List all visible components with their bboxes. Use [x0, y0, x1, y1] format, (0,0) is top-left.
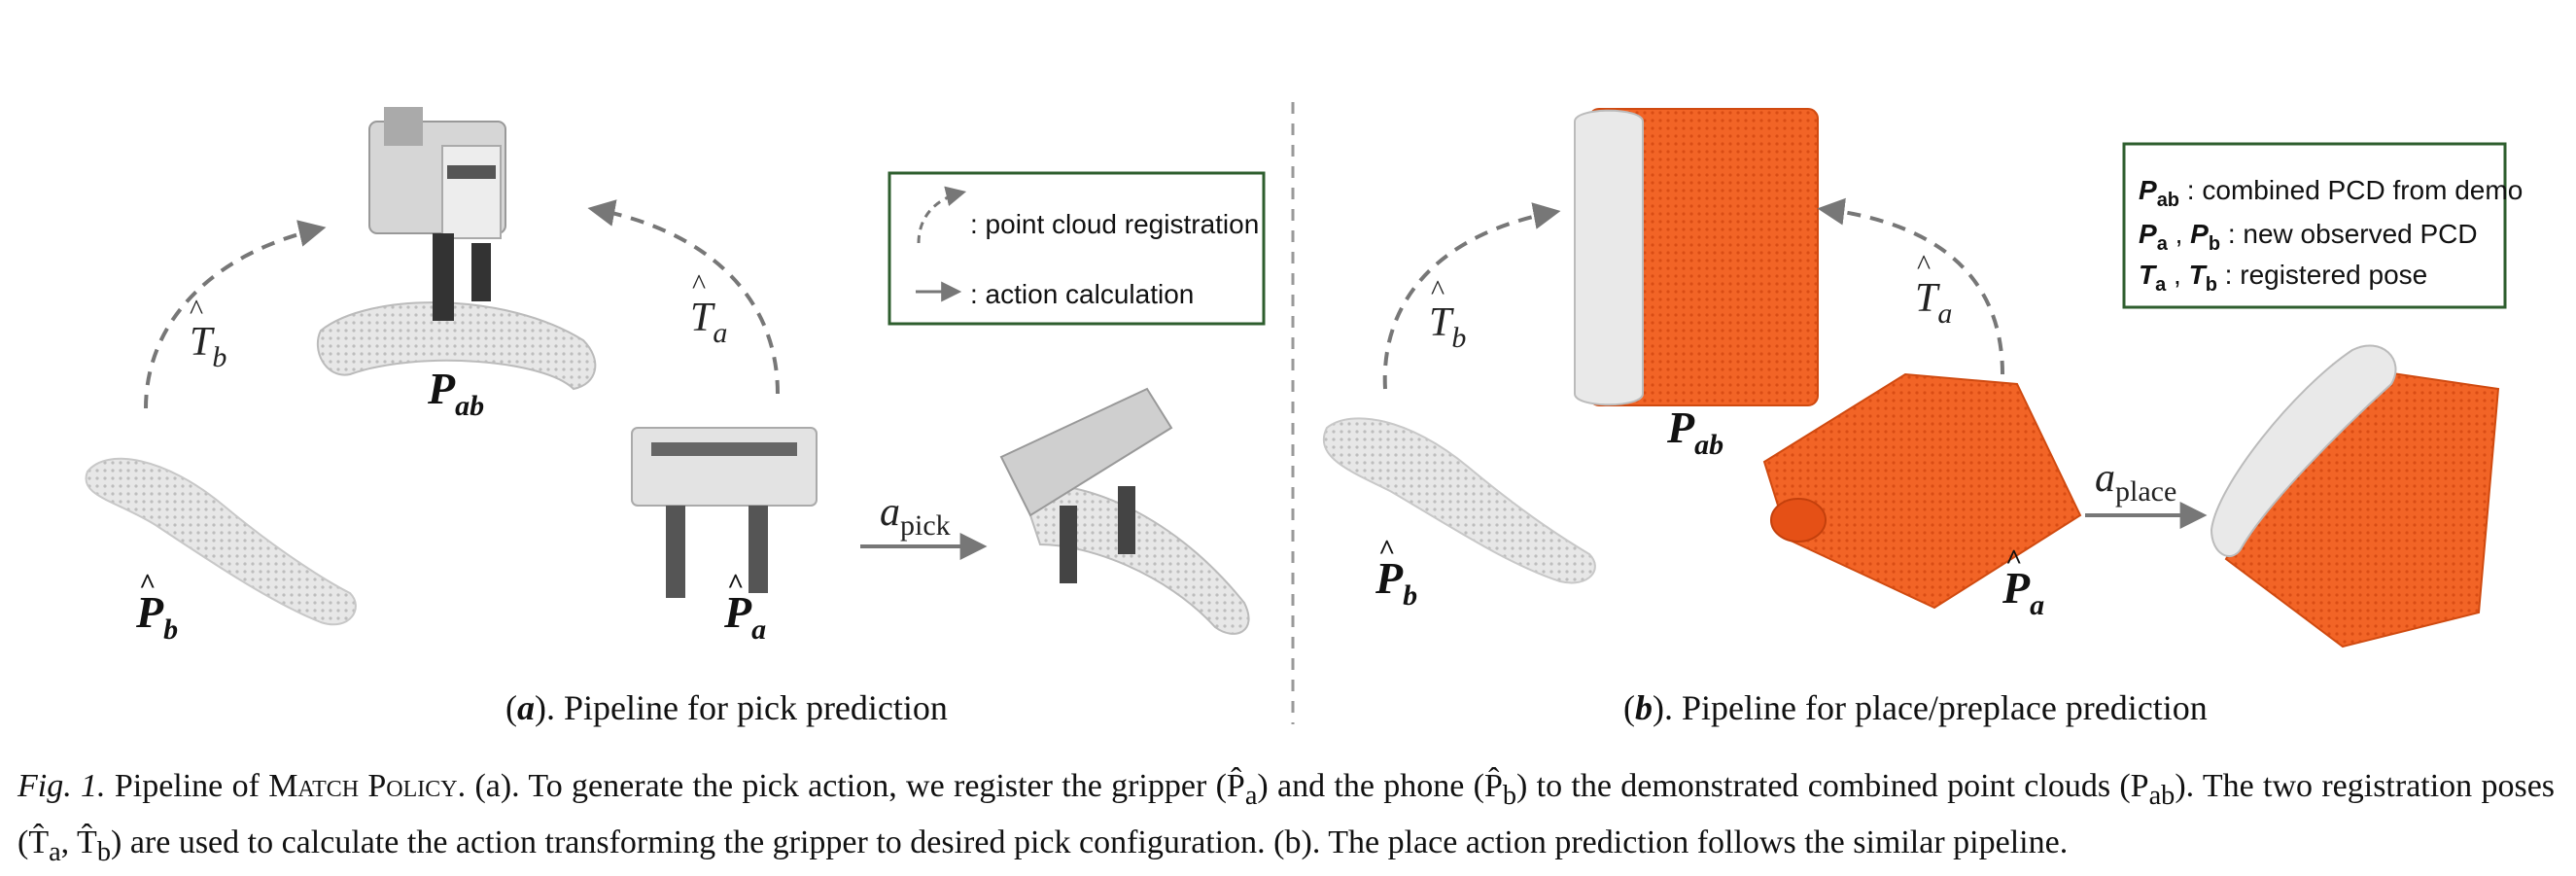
- legend-panel-b: Pab : combined PCD from demo Pa , Pb : n…: [2122, 142, 2523, 309]
- place-action-label: a: [2095, 456, 2115, 501]
- svg-text:^: ^: [139, 568, 156, 600]
- svg-text:Pab: Pab: [1666, 403, 1723, 461]
- registration-arrow-a-panel-b: [1817, 197, 2004, 375]
- svg-text:^: ^: [1431, 274, 1445, 306]
- pb-label: P: [135, 587, 164, 637]
- svg-text:^: ^: [692, 268, 706, 300]
- panel-a-title: (a). Pipeline for pick prediction: [505, 688, 948, 727]
- legend-registration-text: : point cloud registration: [970, 209, 1259, 239]
- svg-text:Pa: Pa: [723, 587, 766, 646]
- pab-label-b: P: [1666, 403, 1695, 452]
- phone-pab-object: [1574, 108, 1819, 406]
- svg-text:Ta: Ta: [1915, 276, 1952, 330]
- pick-action-label: a: [880, 490, 900, 535]
- legend-line-2: Pa , Pb : new observed PCD: [2139, 219, 2478, 255]
- place-result-object: [2210, 344, 2500, 648]
- svg-text:Ta: Ta: [690, 296, 727, 349]
- figure-caption: Fig. 1. Pipeline of Match Policy. (a). T…: [17, 768, 2556, 867]
- registration-arrow-b-panel-b: [1382, 202, 1561, 390]
- figure-canvas: Tb ^ Ta ^ Pab Pa ^ Pb ^ apick : point cl…: [85, 102, 2523, 727]
- tb-label-b: T: [1429, 300, 1454, 345]
- svg-text:Pb: Pb: [135, 587, 178, 646]
- legend-action-text: : action calculation: [970, 279, 1194, 309]
- registration-arrow-a: [587, 199, 780, 395]
- svg-text:apick: apick: [880, 490, 951, 542]
- tb-label: T: [190, 320, 215, 365]
- pa-label-b: P: [2002, 563, 2031, 613]
- panel-a: Tb ^ Ta ^ Pab Pa ^ Pb ^ apick : point cl…: [85, 107, 1266, 727]
- handset-pb-object: [85, 457, 357, 626]
- svg-text:Pb: Pb: [1375, 553, 1417, 612]
- svg-text:^: ^: [1378, 534, 1395, 566]
- pick-result-object: [999, 387, 1250, 635]
- svg-text:^: ^: [2005, 543, 2022, 576]
- pa-label: P: [723, 587, 752, 637]
- handset-pb-object-b: [1322, 417, 1596, 584]
- registration-arrow-b: [144, 220, 327, 409]
- svg-text:Tb: Tb: [1429, 300, 1466, 354]
- legend-panel-a: : point cloud registration : action calc…: [888, 171, 1266, 326]
- pab-label: P: [427, 364, 456, 413]
- gripper-pa-object: [631, 427, 818, 598]
- caption-lead: Fig. 1.: [17, 768, 106, 804]
- panel-b-title: (b). Pipeline for place/preplace predict…: [1623, 688, 2208, 727]
- svg-text:^: ^: [1917, 249, 1931, 281]
- svg-text:aplace: aplace: [2095, 456, 2176, 508]
- ta-label-b: T: [1915, 276, 1940, 321]
- svg-text:^: ^: [727, 568, 744, 600]
- method-name: Match Policy: [268, 768, 458, 804]
- svg-text:Pa: Pa: [2002, 563, 2044, 621]
- panel-b: Tb ^ Ta ^ Pab Pa ^ Pb ^ aplace Pab : com…: [1322, 108, 2523, 727]
- gripper-handset-pab-object: [316, 107, 597, 391]
- ta-label: T: [690, 296, 715, 340]
- svg-text:^: ^: [190, 294, 203, 326]
- legend-line-1: Pab : combined PCD from demo: [2139, 175, 2523, 211]
- pb-label-b: P: [1375, 553, 1404, 603]
- svg-text:Tb: Tb: [190, 320, 226, 373]
- legend-line-3: Ta , Tb : registered pose: [2139, 260, 2427, 296]
- svg-text:Pab: Pab: [427, 364, 484, 422]
- phone-pa-object: [1762, 372, 2082, 610]
